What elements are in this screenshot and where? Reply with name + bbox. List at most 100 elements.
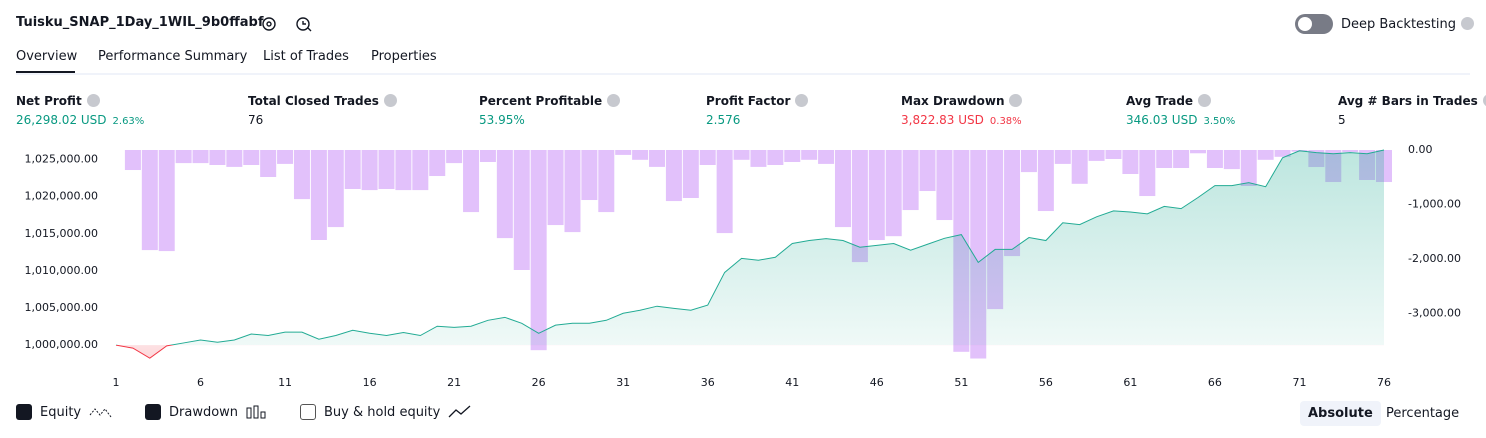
- tab-indicator: [16, 71, 75, 74]
- y-tick-label: 1,000,000.00: [25, 338, 98, 351]
- drawdown-bar: [581, 150, 598, 201]
- drawdown-bar: [243, 150, 260, 165]
- x-tick-label: 46: [870, 376, 884, 389]
- drawdown-bar: [750, 150, 767, 167]
- metric-label: Total Closed Trades: [248, 94, 397, 108]
- x-tick-label: 36: [701, 376, 715, 389]
- legend-item[interactable]: Drawdown: [145, 404, 268, 420]
- x-tick-label: 1: [113, 376, 120, 389]
- drawdown-bar: [496, 150, 513, 239]
- toggle-text: Deep Backtesting: [1341, 17, 1457, 32]
- x-tick-label: 71: [1292, 376, 1306, 389]
- drawdown-bar: [902, 150, 919, 211]
- tab[interactable]: Performance Summary: [98, 49, 248, 64]
- drawdown-bar: [1342, 150, 1359, 153]
- drawdown-bar: [1274, 150, 1291, 157]
- x-tick-label: 51: [954, 376, 968, 389]
- y-tick-label: 1,020,000.00: [25, 190, 98, 203]
- x-tick-label: 61: [1123, 376, 1137, 389]
- drawdown-bar: [1240, 150, 1257, 186]
- header-icons: [262, 17, 312, 32]
- drawdown-bar: [1206, 150, 1223, 168]
- drawdown-bar: [1223, 150, 1240, 170]
- drawdown-bar: [632, 150, 649, 160]
- y-tick-label: 1,010,000.00: [25, 264, 98, 277]
- label: Profit Factor: [706, 94, 791, 108]
- toggle-label: Deep Backtesting: [1341, 17, 1475, 32]
- sub: 3.50%: [1203, 116, 1236, 127]
- x-tick-label: 41: [785, 376, 799, 389]
- tab[interactable]: Properties: [371, 49, 437, 64]
- drawdown-bar: [1173, 150, 1190, 168]
- scale-button[interactable]: Absolute: [1300, 401, 1381, 426]
- legend-text: Equity: [40, 404, 82, 420]
- drawdown-bar: [124, 150, 141, 171]
- tab[interactable]: Overview: [16, 49, 78, 64]
- metric-label: Avg # Bars in Trades: [1338, 94, 1486, 108]
- drawdown-bar: [1054, 150, 1071, 164]
- drawdown-bar: [547, 150, 564, 226]
- toggle[interactable]: [1295, 14, 1333, 34]
- legend-item[interactable]: Equity: [16, 404, 113, 420]
- metric-value: 5: [1338, 113, 1346, 127]
- drawdown-bar: [175, 150, 192, 164]
- drawdown-bar: [277, 150, 294, 164]
- drawdown-bar: [513, 150, 530, 270]
- tab-divider: [16, 73, 1470, 75]
- drawdown-bar: [1037, 150, 1054, 212]
- drawdown-bar: [598, 150, 615, 213]
- drawdown-bar: [479, 150, 496, 162]
- metric-value: 76: [248, 113, 264, 127]
- scale-button[interactable]: Percentage: [1386, 406, 1460, 421]
- metric-value: 26,298.02 USD 2.63%: [16, 113, 144, 127]
- drawdown-bar: [564, 150, 581, 233]
- legend-item[interactable]: Buy & hold equity: [300, 404, 472, 420]
- drawdown-bar: [1004, 150, 1021, 257]
- drawdown-bar: [344, 150, 361, 189]
- label: Avg Trade: [1126, 94, 1194, 108]
- y2-tick-label: -3,000.00: [1408, 307, 1461, 320]
- drawdown-bar: [1105, 150, 1122, 159]
- metric-value: 2.576: [706, 113, 741, 127]
- drawdown-bar: [530, 150, 547, 351]
- drawdown-bar: [1156, 150, 1173, 168]
- label: Avg # Bars in Trades: [1338, 94, 1478, 108]
- drawdown-bar: [209, 150, 226, 165]
- drawdown-bar: [716, 150, 733, 234]
- drawdown-bar: [767, 150, 784, 165]
- drawdown-bar: [801, 150, 818, 160]
- drawdown-bar: [733, 150, 750, 160]
- drawdown-bar: [260, 150, 277, 177]
- drawdown-bar: [429, 150, 446, 177]
- sub: 0.38%: [989, 116, 1022, 127]
- y2-tick-label: 0.00: [1408, 143, 1433, 156]
- legend-text: Buy & hold equity: [324, 404, 441, 420]
- drawdown-bar: [327, 150, 344, 228]
- label: Percent Profitable: [479, 94, 603, 108]
- drawdown-bar: [293, 150, 310, 200]
- metric-value: 53.95%: [479, 113, 525, 127]
- drawdown-bar: [158, 150, 175, 252]
- tab[interactable]: List of Trades: [263, 49, 349, 64]
- drawdown-bar: [192, 150, 209, 164]
- x-tick-label: 66: [1208, 376, 1222, 389]
- metric-value: 3,822.83 USD 0.38%: [901, 113, 1022, 127]
- metric-value: 346.03 USD 3.50%: [1126, 113, 1235, 127]
- x-tick-label: 76: [1377, 376, 1391, 389]
- drawdown-bar: [1122, 150, 1139, 174]
- x-tick-label: 26: [532, 376, 546, 389]
- chart: 1,000,000.00 1,005,000.00 1,010,000.00 1,01…: [25, 143, 1461, 389]
- drawdown-bar: [784, 150, 801, 162]
- value: 346.03 USD: [1126, 113, 1198, 127]
- drawdown-bar: [446, 150, 463, 164]
- drawdown-bar: [834, 150, 851, 228]
- drawdown-bar: [226, 150, 243, 167]
- value: 3,822.83 USD: [901, 113, 984, 127]
- metric-label: Net Profit: [16, 94, 100, 108]
- x-tick-label: 11: [278, 376, 292, 389]
- drawdown-bar: [665, 150, 682, 202]
- drawdown-bar: [395, 150, 412, 191]
- metric-label: Max Drawdown: [901, 94, 1023, 108]
- metric-label: Percent Profitable: [479, 94, 621, 108]
